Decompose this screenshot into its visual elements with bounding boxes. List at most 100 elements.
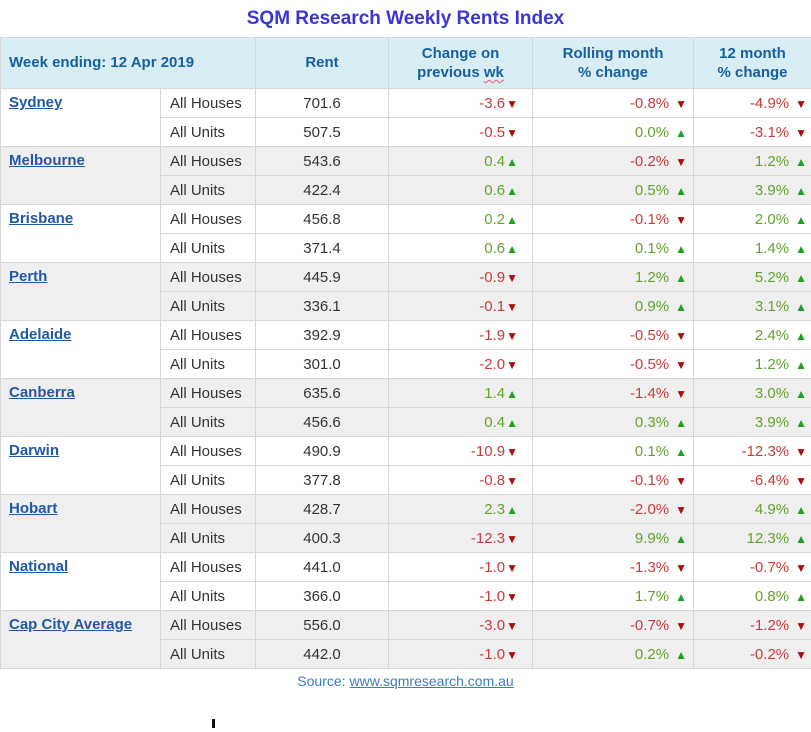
dwelling-type: All Houses [159,146,257,176]
rent-value: 428.7 [255,494,390,524]
rent-value: 366.0 [255,581,390,611]
city-cell: Adelaide [0,320,161,379]
table-row: All Units 400.3 -12.3▼ 9.9% ▲ 12.3% ▲ [1,523,811,553]
twelve-month-value-text: 3.0% [754,384,790,402]
change-prev-wk-value-text: -3.6 [479,94,506,112]
change-prev-wk-value-text: 2.3 [484,500,506,518]
up-triangle-icon: ▲ [795,154,808,169]
up-triangle-icon: ▲ [795,328,808,343]
dwelling-type: All Houses [159,494,257,524]
city-link-cap-city-average[interactable]: Cap City Average [9,616,133,633]
table-row: Canberra All Houses 635.6 1.4▲ -1.4% ▼ 3.0% ▲ [0,378,811,437]
rolling-month-value: -0.1% ▼ [532,465,695,495]
rent-value: 392.9 [255,320,390,350]
rent-value: 701.6 [255,88,390,118]
city-link-melbourne[interactable]: Melbourne [9,152,85,169]
source-line: Source: www.sqmresearch.com.au [0,669,811,689]
down-triangle-icon: ▼ [795,444,808,459]
change-prev-wk-value: -3.6▼ [388,88,534,118]
city-link-brisbane[interactable]: Brisbane [9,210,74,227]
col-header-rolling-line1: Rolling month [562,44,664,62]
rolling-month-value-text: -2.0% [629,500,670,518]
rolling-month-value-text: 0.1% [634,239,670,257]
down-triangle-icon: ▼ [675,328,688,343]
change-prev-wk-value-text: -12.3 [470,529,506,547]
twelve-month-value-text: 1.2% [754,355,790,373]
up-triangle-icon: ▲ [795,183,808,198]
city-link-perth[interactable]: Perth [9,268,48,285]
dwelling-type: All Units [159,523,257,553]
city-cell: Canberra [0,378,161,437]
down-triangle-icon: ▼ [506,96,519,111]
city-link-sydney[interactable]: Sydney [9,94,63,111]
change-prev-wk-value: -0.1▼ [388,291,534,321]
rent-value: 442.0 [255,639,390,669]
rolling-month-value-text: -0.2% [629,152,670,170]
city-link-canberra[interactable]: Canberra [9,384,75,401]
twelve-month-value-text: -1.2% [749,616,790,634]
twelve-month-value: -0.7% ▼ [693,552,811,582]
change-prev-wk-value: -1.9▼ [388,320,534,350]
rolling-month-value: 1.2% ▲ [532,262,695,292]
up-triangle-icon: ▲ [795,531,808,546]
table-row: Perth All Houses 445.9 -0.9▼ 1.2% ▲ 5.2% ▲ [0,262,811,321]
down-triangle-icon: ▼ [506,531,519,546]
twelve-month-value-text: 1.2% [754,152,790,170]
col-header-wk-misspell: wk [483,64,504,81]
col-header-change-prev-wk: Change on previous wk [388,37,534,89]
twelve-month-value-text: 0.8% [754,587,790,605]
rent-value: 543.6 [255,146,390,176]
city-link-hobart[interactable]: Hobart [9,500,58,517]
city-cell: Darwin [0,436,161,495]
up-triangle-icon: ▲ [675,531,688,546]
change-prev-wk-value-text: -1.9 [479,326,506,344]
rolling-month-value: -2.0% ▼ [532,494,695,524]
change-prev-wk-value: -1.0▼ [388,639,534,669]
up-triangle-icon: ▲ [675,241,688,256]
up-triangle-icon: ▲ [675,647,688,662]
twelve-month-value-text: 3.9% [754,181,790,199]
city-cell: Brisbane [0,204,161,263]
dwelling-type: All Units [159,639,257,669]
twelve-month-value-text: 1.4% [754,239,790,257]
down-triangle-icon: ▼ [675,560,688,575]
city-link-national[interactable]: National [9,558,69,575]
change-prev-wk-value-text: -3.0 [479,616,506,634]
rolling-month-value: 0.1% ▲ [532,436,695,466]
twelve-month-value-text: -4.9% [749,94,790,112]
change-prev-wk-value: -0.8▼ [388,465,534,495]
city-link-darwin[interactable]: Darwin [9,442,60,459]
down-triangle-icon: ▼ [506,647,519,662]
rolling-month-value: 0.2% ▲ [532,639,695,669]
source-link[interactable]: www.sqmresearch.com.au [349,673,514,689]
dwelling-type: All Units [159,581,257,611]
up-triangle-icon: ▲ [675,415,688,430]
rolling-month-value: 1.7% ▲ [532,581,695,611]
dwelling-type: All Houses [159,262,257,292]
header-row: Week ending: 12 Apr 2019 Rent Change on … [0,37,811,89]
city-link-adelaide[interactable]: Adelaide [9,326,72,343]
rolling-month-value-text: 0.2% [634,645,670,663]
up-triangle-icon: ▲ [795,270,808,285]
down-triangle-icon: ▼ [675,212,688,227]
change-prev-wk-value: -3.0▼ [388,610,534,640]
change-prev-wk-value: -2.0▼ [388,349,534,379]
table-row: All Units 422.4 0.6▲ 0.5% ▲ 3.9% ▲ [1,175,811,205]
change-prev-wk-value: -1.0▼ [388,581,534,611]
city-cell: Perth [0,262,161,321]
down-triangle-icon: ▼ [506,299,519,314]
change-prev-wk-value: -1.0▼ [388,552,534,582]
down-triangle-icon: ▼ [506,125,519,140]
twelve-month-value: -3.1% ▼ [693,117,811,147]
rolling-month-value: -0.1% ▼ [532,204,695,234]
rolling-month-value-text: -0.5% [629,326,670,344]
twelve-month-value: 2.4% ▲ [693,320,811,350]
up-triangle-icon: ▲ [506,241,519,256]
rent-value: 445.9 [255,262,390,292]
change-prev-wk-value-text: 0.2 [484,210,506,228]
twelve-month-value-text: -0.2% [749,645,790,663]
twelve-month-value-text: 5.2% [754,268,790,286]
rolling-month-value: -0.8% ▼ [532,88,695,118]
table-row: Melbourne All Houses 543.6 0.4▲ -0.2% ▼ 1.2% ▲ [0,146,811,205]
rent-value: 301.0 [255,349,390,379]
